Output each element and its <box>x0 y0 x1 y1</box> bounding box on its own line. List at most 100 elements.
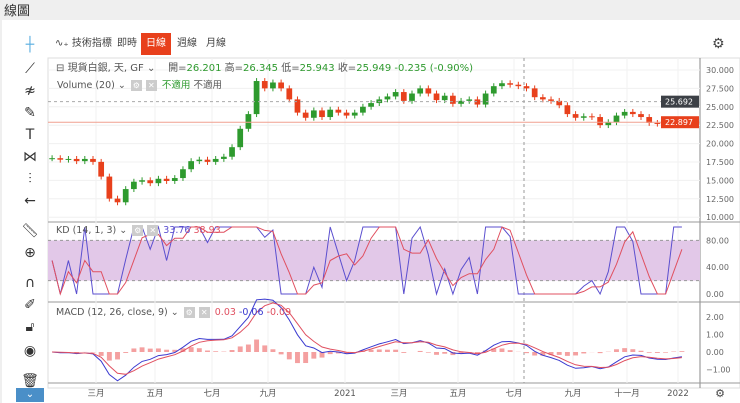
x-tick: 十一月 <box>614 388 640 399</box>
price-tag-crosshair <box>661 95 699 108</box>
candle <box>131 181 137 190</box>
macd-histogram-bar <box>180 348 186 352</box>
eye-icon[interactable]: ◉ <box>23 343 37 359</box>
candle <box>433 93 440 101</box>
close-label: 收= <box>337 63 357 74</box>
ruler-icon[interactable]: 📏︎ <box>21 223 39 239</box>
indicators-icon: ∿₊ <box>55 38 72 49</box>
x-tick: 2021 <box>334 389 356 399</box>
macd-histogram-bar <box>139 347 145 352</box>
kd-label[interactable]: KD (14, 1, 3) <box>56 225 117 236</box>
pattern-icon[interactable]: ⋈ <box>23 149 37 165</box>
macd-histogram-bar <box>311 352 317 359</box>
tab-realtime[interactable]: 即時 <box>117 38 137 49</box>
crosshair-icon[interactable]: ┼ <box>25 37 35 53</box>
text-icon[interactable]: T <box>25 127 35 143</box>
x-tick: 七月 <box>203 389 220 399</box>
macd-histogram-bar <box>335 352 341 354</box>
brush-icon[interactable]: ✎ <box>24 105 36 121</box>
lock-drawing-icon[interactable]: ✐ <box>24 297 36 313</box>
candle <box>220 156 227 159</box>
candle <box>188 161 195 170</box>
candle <box>319 110 325 118</box>
candle <box>556 100 563 106</box>
macd-histogram-bar <box>540 352 546 356</box>
candle <box>368 103 374 107</box>
close-icon[interactable]: ✕ <box>198 307 210 318</box>
macd-histogram-bar <box>564 352 570 356</box>
settings-icon[interactable]: ⚙ <box>132 225 144 236</box>
macd-histogram-bar <box>155 348 161 352</box>
price-tick: 25.000 <box>706 103 734 112</box>
tab-daily[interactable]: 日線 <box>141 33 171 55</box>
macd-histogram-bar <box>597 352 603 354</box>
macd-histogram-bar <box>532 352 538 356</box>
macd-histogram-bar <box>474 352 480 354</box>
macd-histogram-bar <box>74 352 80 353</box>
close-icon[interactable]: ✕ <box>145 80 157 91</box>
candle <box>122 189 129 203</box>
tab-weekly[interactable]: 週線 <box>177 38 197 49</box>
candle <box>425 88 432 94</box>
candle <box>507 83 514 85</box>
candle <box>384 96 391 100</box>
fib-icon[interactable]: ≉ <box>24 83 36 99</box>
settings-icon[interactable]: ⚙ <box>130 80 142 91</box>
change-value: -0.235 (-0.90%) <box>394 63 473 74</box>
kd-tick: 40.00 <box>706 263 729 272</box>
macd-histogram-bar <box>188 347 194 352</box>
magnet-icon[interactable]: ∩ <box>24 275 36 291</box>
lock-icon[interactable]: 🔓︎ <box>25 319 35 335</box>
settings-gear-icon[interactable]: ⚙ <box>712 36 725 52</box>
macd-histogram-bar <box>646 352 652 353</box>
macd-histogram-bar <box>393 349 399 352</box>
candle <box>400 92 407 101</box>
signal-value: -0.09 <box>266 307 292 318</box>
zoom-in-icon[interactable]: ⊕ <box>24 245 36 261</box>
back-arrow-icon[interactable]: ← <box>24 193 36 209</box>
macd-histogram-bar <box>573 352 579 356</box>
macd-histogram-bar <box>262 345 268 352</box>
candle <box>392 92 399 97</box>
close-icon[interactable]: ✕ <box>147 225 159 236</box>
high-label: 高= <box>224 63 244 74</box>
measure-icon[interactable]: ⫶ <box>28 171 32 187</box>
candle <box>253 81 260 115</box>
macd-histogram-bar <box>115 352 120 360</box>
macd-histogram-bar <box>270 349 276 352</box>
kd-tick: 0.00 <box>706 290 724 299</box>
candle <box>90 158 96 162</box>
tab-monthly[interactable]: 月線 <box>206 38 226 49</box>
indicators-button[interactable]: ∿₊ 技術指標 <box>55 33 112 55</box>
trend-line-icon[interactable]: ⟋ <box>25 61 35 77</box>
macd-line <box>52 298 682 382</box>
volume-legend: Volume (20) ⌄ ⚙ ✕ 不適用 不適用 <box>57 80 222 91</box>
price-tick: 17.500 <box>706 158 734 167</box>
candle <box>294 99 301 113</box>
candle <box>515 84 522 87</box>
symbol-name[interactable]: 現貨白銀, 天, GF <box>67 63 144 74</box>
candle <box>65 158 72 160</box>
candle <box>564 105 571 115</box>
macd-histogram-bar <box>245 344 251 352</box>
macd-histogram-bar <box>507 350 513 352</box>
kd-band <box>48 240 700 281</box>
macd-histogram-bar <box>450 352 456 356</box>
collapse-icon[interactable]: ⊟ <box>56 63 65 74</box>
trash-icon[interactable]: 🗑︎ <box>21 373 39 389</box>
signal-line <box>52 302 682 375</box>
high-value: 26.345 <box>243 63 279 74</box>
volume-label[interactable]: Volume (20) <box>57 80 115 91</box>
x-tick: 七月 <box>505 389 522 399</box>
settings-icon[interactable]: ⚙ <box>183 307 195 318</box>
macd-histogram-bar <box>622 348 628 352</box>
macd-label[interactable]: MACD (12, 26, close, 9) <box>56 307 168 318</box>
candle <box>237 128 244 148</box>
macd-histogram-bar <box>663 352 669 353</box>
candle <box>621 111 628 116</box>
macd-histogram-bar <box>196 348 202 352</box>
axis-settings-icon: ⚙ <box>715 387 725 400</box>
scroll-down-button[interactable]: ⌄ <box>16 388 44 402</box>
candle <box>458 100 464 104</box>
